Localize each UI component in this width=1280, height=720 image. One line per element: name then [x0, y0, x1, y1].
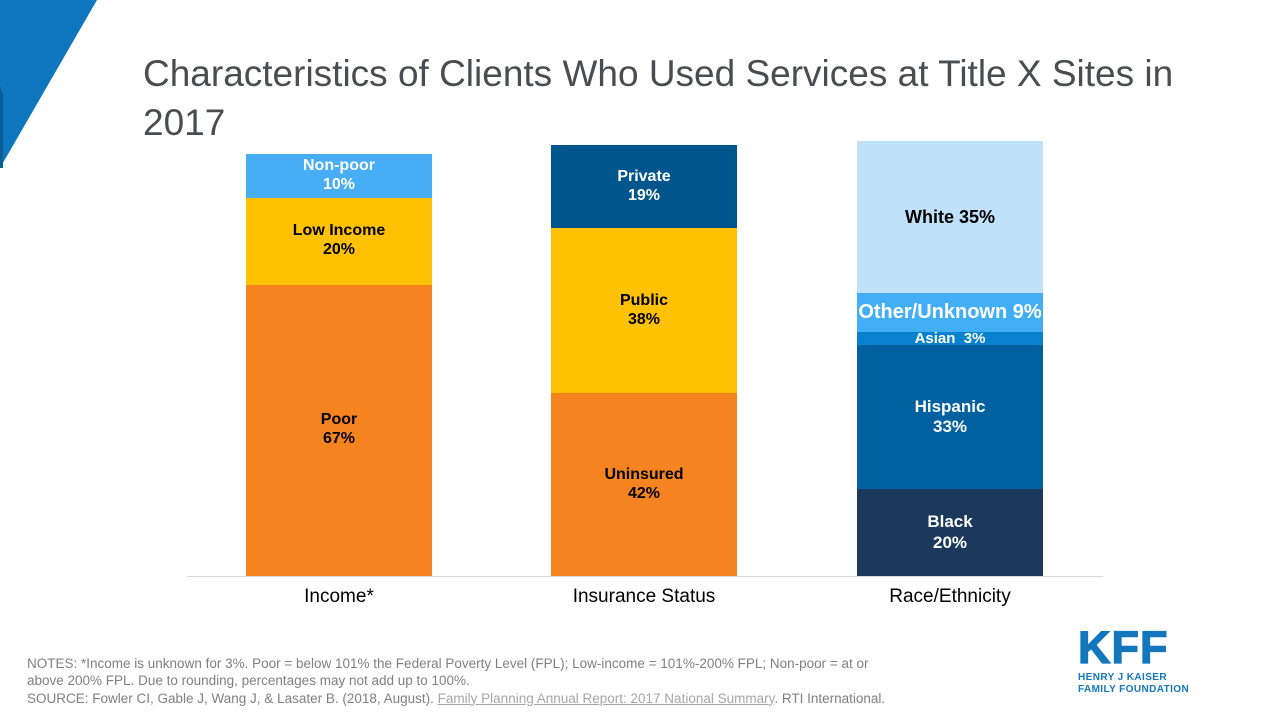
segment-value: 10% — [322, 175, 356, 193]
bar-income: Non-poor 10% Low Income 20% Poor 67% — [246, 154, 432, 576]
page-title: Characteristics of Clients Who Used Serv… — [143, 52, 1174, 143]
segment-label: Public — [619, 291, 668, 309]
axis-label-race-ethnicity: Race/Ethnicity — [889, 586, 1011, 607]
segment-label: Non-poor — [303, 156, 375, 174]
segment-value: 42% — [627, 484, 661, 502]
kff-logo-text: HENRY J KAISER FAMILY FOUNDATION — [1078, 672, 1189, 696]
segment-label: Other/Unknown 9% — [858, 301, 1042, 324]
segment-label: Uninsured — [604, 465, 684, 483]
segment-value: 33% — [932, 417, 968, 437]
footnotes: NOTES: *Income is unknown for 3%. Poor =… — [27, 655, 887, 707]
segment-hispanic: Hispanic 33% — [857, 345, 1043, 489]
segment-label: White 35% — [904, 206, 996, 227]
segment-asian: Asian 3% — [857, 330, 1043, 348]
kff-logo-mark: KFF — [1077, 622, 1169, 673]
segment-non-poor: Non-poor 10% — [246, 154, 432, 198]
bars-area: Non-poor 10% Low Income 20% Poor 67% Private 19… — [187, 136, 1103, 576]
bar-race-ethnicity: White 35% Other/Unknown 9% Asian 3% Hispani… — [857, 141, 1043, 576]
axis-label-insurance-status: Insurance Status — [572, 586, 716, 607]
segment-label: Low Income — [292, 222, 386, 240]
source-link[interactable]: Family Planning Annual Report: 2017 Nati… — [437, 690, 775, 706]
segment-low-income: Low Income 20% — [246, 197, 432, 285]
kff-logo-line-2: FAMILY FOUNDATION — [1078, 683, 1190, 695]
segment-value: 67% — [322, 430, 356, 448]
segment-private: Private 19% — [551, 145, 737, 229]
segment-value: 20% — [932, 532, 968, 552]
segment-label: Private — [617, 167, 671, 185]
segment-poor: Poor 67% — [246, 284, 432, 576]
x-axis-line — [187, 576, 1103, 577]
segment-value: 38% — [627, 310, 661, 328]
corner-decoration — [0, 0, 97, 168]
segment-label: Hispanic — [914, 397, 986, 417]
segment-label: Poor — [320, 411, 358, 429]
segment-white: White 35% — [857, 141, 1043, 294]
notes-line-2: above 200% FPL. Due to rounding, percent… — [27, 673, 470, 689]
segment-other-unknown: Other/Unknown 9% — [857, 293, 1043, 333]
notes-line-1: NOTES: *Income is unknown for 3%. Poor =… — [27, 656, 869, 671]
segment-label: Asian 3% — [914, 330, 986, 348]
segment-label: Black — [927, 512, 973, 532]
source-suffix: . RTI International. — [774, 690, 886, 706]
segment-uninsured: Uninsured 42% — [551, 393, 737, 576]
kff-logo-line-1: HENRY J KAISER — [1078, 671, 1167, 683]
stacked-bar-chart: Non-poor 10% Low Income 20% Poor 67% Private 19… — [187, 136, 1103, 636]
bar-insurance-status: Private 19% Public 38% Uninsured 42% — [551, 145, 737, 576]
segment-value: 19% — [627, 186, 661, 204]
kff-logo: KFF HENRY J KAISER FAMILY FOUNDATION — [1077, 622, 1189, 696]
segment-black: Black 20% — [857, 489, 1043, 576]
axis-label-income: Income* — [304, 586, 374, 607]
source-prefix: SOURCE: Fowler CI, Gable J, Wang J, & La… — [27, 690, 438, 706]
segment-value: 20% — [322, 241, 356, 259]
segment-public: Public 38% — [551, 228, 737, 394]
